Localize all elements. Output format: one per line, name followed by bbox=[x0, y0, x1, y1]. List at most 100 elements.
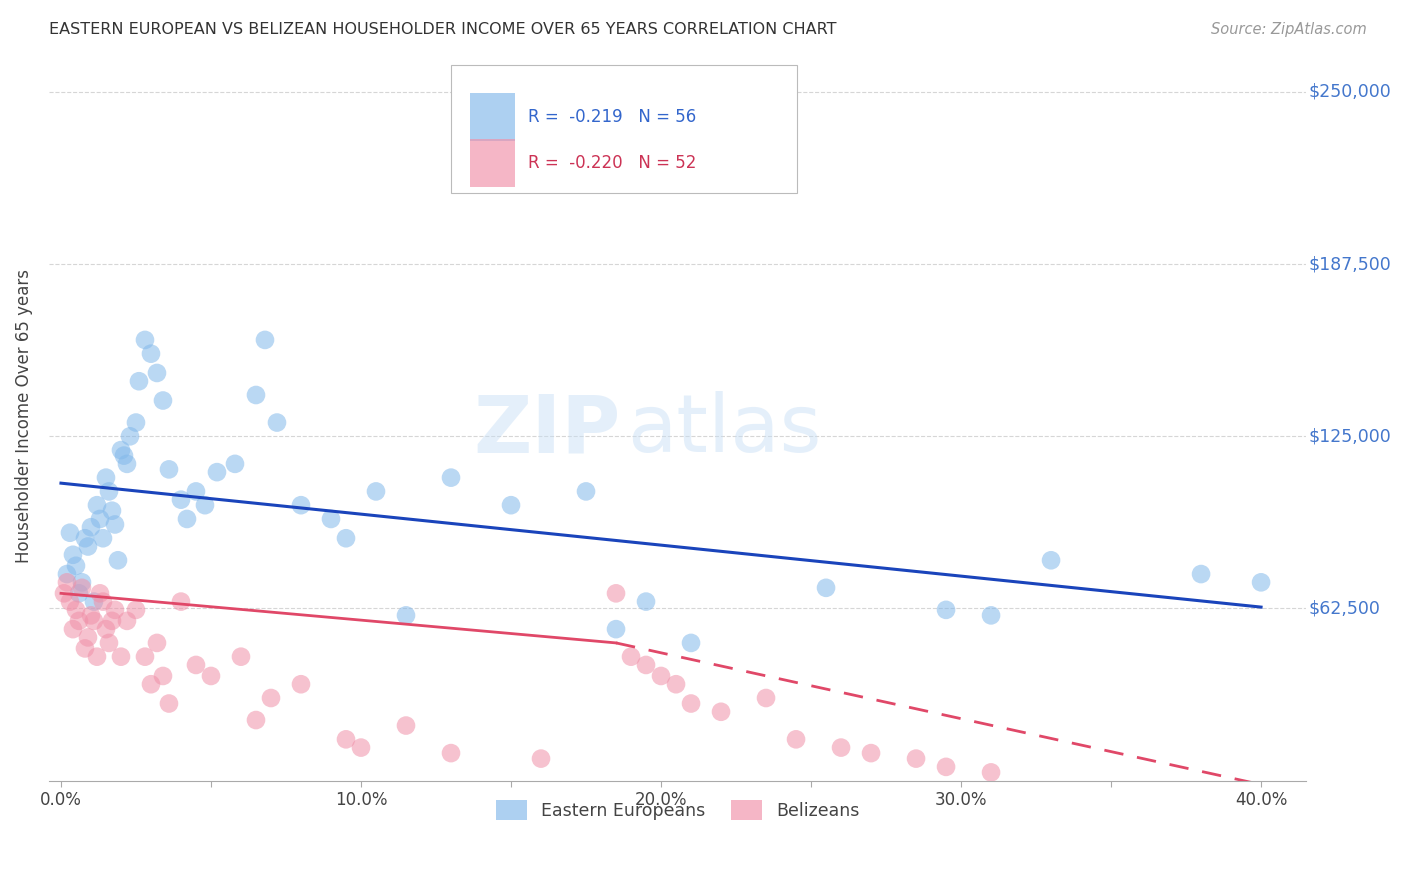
Point bbox=[350, 740, 373, 755]
Point bbox=[935, 760, 957, 774]
Point bbox=[77, 631, 100, 645]
Point bbox=[134, 649, 156, 664]
Point bbox=[935, 603, 957, 617]
Point bbox=[152, 669, 174, 683]
Point bbox=[67, 614, 90, 628]
Point bbox=[665, 677, 688, 691]
Point bbox=[77, 540, 100, 554]
Point bbox=[245, 713, 267, 727]
Point bbox=[200, 669, 222, 683]
Point bbox=[152, 393, 174, 408]
Point bbox=[98, 484, 121, 499]
Text: Source: ZipAtlas.com: Source: ZipAtlas.com bbox=[1211, 22, 1367, 37]
Point bbox=[1250, 575, 1272, 590]
Point bbox=[62, 622, 84, 636]
Text: $62,500: $62,500 bbox=[1309, 599, 1381, 617]
Point bbox=[634, 657, 657, 672]
Point bbox=[205, 465, 228, 479]
Point bbox=[229, 649, 252, 664]
Point bbox=[695, 140, 717, 154]
Point bbox=[785, 732, 807, 747]
Point bbox=[980, 765, 1002, 780]
Point bbox=[80, 608, 103, 623]
Point bbox=[70, 581, 93, 595]
Text: R =  -0.219   N = 56: R = -0.219 N = 56 bbox=[527, 108, 696, 126]
Point bbox=[755, 691, 778, 706]
Point bbox=[91, 594, 114, 608]
Point bbox=[59, 525, 82, 540]
Point bbox=[499, 498, 522, 512]
Point bbox=[94, 622, 117, 636]
Point bbox=[59, 594, 82, 608]
Point bbox=[1189, 567, 1212, 582]
Point bbox=[94, 470, 117, 484]
Point bbox=[679, 636, 702, 650]
Y-axis label: Householder Income Over 65 years: Householder Income Over 65 years bbox=[15, 268, 32, 563]
Point bbox=[575, 484, 598, 499]
FancyBboxPatch shape bbox=[451, 65, 797, 193]
Point bbox=[104, 517, 127, 532]
Point bbox=[710, 705, 733, 719]
Text: $250,000: $250,000 bbox=[1309, 83, 1392, 101]
Text: R =  -0.220   N = 52: R = -0.220 N = 52 bbox=[527, 154, 696, 172]
Text: $187,500: $187,500 bbox=[1309, 255, 1392, 273]
Point bbox=[157, 462, 180, 476]
Point bbox=[125, 416, 148, 430]
Point bbox=[139, 677, 162, 691]
Point bbox=[104, 603, 127, 617]
Point bbox=[290, 498, 312, 512]
Point bbox=[260, 691, 283, 706]
Point bbox=[620, 649, 643, 664]
Point bbox=[157, 697, 180, 711]
Point bbox=[245, 388, 267, 402]
FancyBboxPatch shape bbox=[470, 93, 516, 141]
Point bbox=[115, 457, 138, 471]
Point bbox=[139, 347, 162, 361]
FancyBboxPatch shape bbox=[470, 139, 516, 187]
Legend: Eastern Europeans, Belizeans: Eastern Europeans, Belizeans bbox=[489, 793, 866, 827]
Point bbox=[112, 449, 135, 463]
Point bbox=[440, 746, 463, 760]
Point bbox=[65, 603, 87, 617]
Point bbox=[605, 586, 627, 600]
Point bbox=[815, 581, 838, 595]
Point bbox=[146, 636, 169, 650]
Point bbox=[73, 531, 96, 545]
Point bbox=[1040, 553, 1063, 567]
Point bbox=[830, 740, 852, 755]
Point bbox=[86, 649, 108, 664]
Point bbox=[128, 374, 150, 388]
Text: ZIP: ZIP bbox=[474, 392, 621, 469]
Text: EASTERN EUROPEAN VS BELIZEAN HOUSEHOLDER INCOME OVER 65 YEARS CORRELATION CHART: EASTERN EUROPEAN VS BELIZEAN HOUSEHOLDER… bbox=[49, 22, 837, 37]
Point bbox=[107, 553, 129, 567]
Point bbox=[83, 614, 105, 628]
Point bbox=[253, 333, 276, 347]
Text: atlas: atlas bbox=[627, 392, 821, 469]
Point bbox=[53, 586, 76, 600]
Point bbox=[530, 751, 553, 765]
Point bbox=[650, 669, 672, 683]
Point bbox=[184, 657, 207, 672]
Point bbox=[176, 512, 198, 526]
Point bbox=[56, 575, 79, 590]
Point bbox=[905, 751, 928, 765]
Point bbox=[125, 603, 148, 617]
Point bbox=[679, 697, 702, 711]
Point bbox=[440, 470, 463, 484]
Point bbox=[146, 366, 169, 380]
Point bbox=[70, 575, 93, 590]
Point bbox=[80, 520, 103, 534]
Point bbox=[266, 416, 288, 430]
Point bbox=[73, 641, 96, 656]
Point bbox=[170, 594, 193, 608]
Point bbox=[395, 718, 418, 732]
Point bbox=[290, 677, 312, 691]
Point bbox=[65, 558, 87, 573]
Point bbox=[91, 531, 114, 545]
Point bbox=[118, 429, 141, 443]
Point bbox=[115, 614, 138, 628]
Point bbox=[110, 649, 132, 664]
Point bbox=[980, 608, 1002, 623]
Point bbox=[170, 492, 193, 507]
Point bbox=[101, 614, 124, 628]
